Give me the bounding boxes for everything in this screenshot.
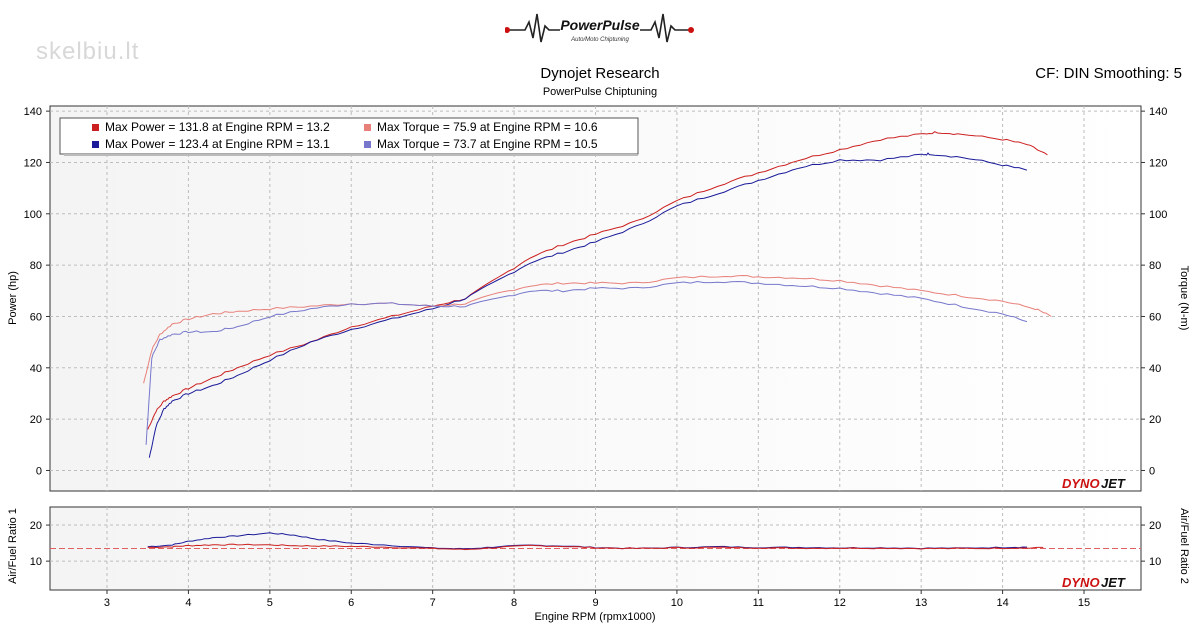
logo-pulse-left-icon xyxy=(507,13,560,43)
afr-y-tick-label: 10 xyxy=(30,556,42,568)
powerpulse-logo: PowerPulse Auto/Moto Chiptuning xyxy=(504,8,695,48)
afr-run-2-line xyxy=(147,543,1044,551)
legend: Max Power = 131.8 at Engine RPM = 13.2 M… xyxy=(59,117,639,156)
torque-run-2-line xyxy=(145,280,1028,445)
y-tick-label: 60 xyxy=(30,311,42,323)
y-tick-label: 40 xyxy=(30,363,42,375)
x-tick-label: 13 xyxy=(915,597,927,609)
y2-tick-label: 100 xyxy=(1149,209,1167,221)
x-tick-label: 11 xyxy=(753,597,764,609)
svg-text:DYNO: DYNO xyxy=(1062,575,1100,590)
y2-tick-label: 80 xyxy=(1149,260,1161,272)
power-run-1-line xyxy=(147,131,1048,430)
svg-text:DYNO: DYNO xyxy=(1062,476,1100,491)
y-tick-label: 120 xyxy=(24,157,42,169)
logo-text: PowerPulse xyxy=(560,17,640,33)
afr-y-tick-label: 20 xyxy=(30,520,42,532)
legend-item-torque-2: Max Torque = 73.7 at Engine RPM = 10.5 xyxy=(377,137,598,151)
power-run-2-line xyxy=(148,152,1028,458)
x-tick-label: 10 xyxy=(671,597,683,609)
legend-item-torque-1: Max Torque = 75.9 at Engine RPM = 10.6 xyxy=(377,120,598,134)
chart-subtitle: PowerPulse Chiptuning xyxy=(542,86,658,98)
y2-tick-label: 140 xyxy=(1149,106,1167,118)
torque-run-1-line xyxy=(143,274,1052,384)
y2-axis-label-afr2: Air/Fuel Ratio 2 xyxy=(1178,508,1190,584)
y2-tick-label: 60 xyxy=(1149,311,1161,323)
y2-tick-label: 20 xyxy=(1149,414,1161,426)
y-tick-label: 20 xyxy=(30,414,42,426)
legend-swatch-power-1 xyxy=(92,124,99,131)
x-tick-label: 4 xyxy=(185,597,191,609)
x-tick-label: 7 xyxy=(430,597,436,609)
y-axis-label-power: Power (hp) xyxy=(7,271,19,325)
legend-swatch-torque-2 xyxy=(364,141,371,148)
y2-tick-label: 40 xyxy=(1149,363,1161,375)
x-tick-label: 8 xyxy=(511,597,517,609)
x-tick-label: 12 xyxy=(834,597,846,609)
y-tick-label: 100 xyxy=(24,209,42,221)
x-tick-label: 9 xyxy=(592,597,598,609)
afr-y2-tick-label: 10 xyxy=(1149,556,1161,568)
watermark: skelbiu.lt xyxy=(36,38,140,65)
logo-pulse-right-icon xyxy=(640,13,691,43)
dynojet-logo-afr: DYNO JET xyxy=(1062,575,1126,590)
x-axis-label: Engine RPM (rpmx1000) xyxy=(534,611,655,623)
y-tick-label: 140 xyxy=(24,106,42,118)
legend-swatch-torque-1 xyxy=(364,124,371,131)
x-tick-label: 14 xyxy=(996,597,1008,609)
logo-tagline: Auto/Moto Chiptuning xyxy=(570,37,629,43)
y-tick-label: 80 xyxy=(30,260,42,272)
x-tick-label: 15 xyxy=(1078,597,1090,609)
afr-y2-tick-label: 20 xyxy=(1149,520,1161,532)
svg-text:JET: JET xyxy=(1101,476,1126,491)
y2-axis-label-torque: Torque (N-m) xyxy=(1178,266,1190,331)
dynojet-logo-main: DYNO JET xyxy=(1062,476,1126,491)
legend-swatch-power-2 xyxy=(92,141,99,148)
x-tick-label: 5 xyxy=(267,597,273,609)
logo-graphic: PowerPulse Auto/Moto Chiptuning xyxy=(504,13,694,43)
legend-item-power-2: Max Power = 123.4 at Engine RPM = 13.1 xyxy=(105,137,330,151)
legend-item-power-1: Max Power = 131.8 at Engine RPM = 13.2 xyxy=(105,120,330,134)
chart-title: Dynojet Research xyxy=(540,65,660,82)
legend-box xyxy=(59,117,639,155)
svg-text:JET: JET xyxy=(1101,575,1126,590)
y-tick-label: 0 xyxy=(36,465,42,477)
y-axis-label-afr1: Air/Fuel Ratio 1 xyxy=(7,508,19,584)
x-tick-label: 3 xyxy=(104,597,110,609)
y2-tick-label: 0 xyxy=(1149,465,1155,477)
correction-factor-info: CF: DIN Smoothing: 5 xyxy=(1035,65,1182,82)
x-tick-label: 6 xyxy=(348,597,354,609)
y2-tick-label: 120 xyxy=(1149,157,1167,169)
